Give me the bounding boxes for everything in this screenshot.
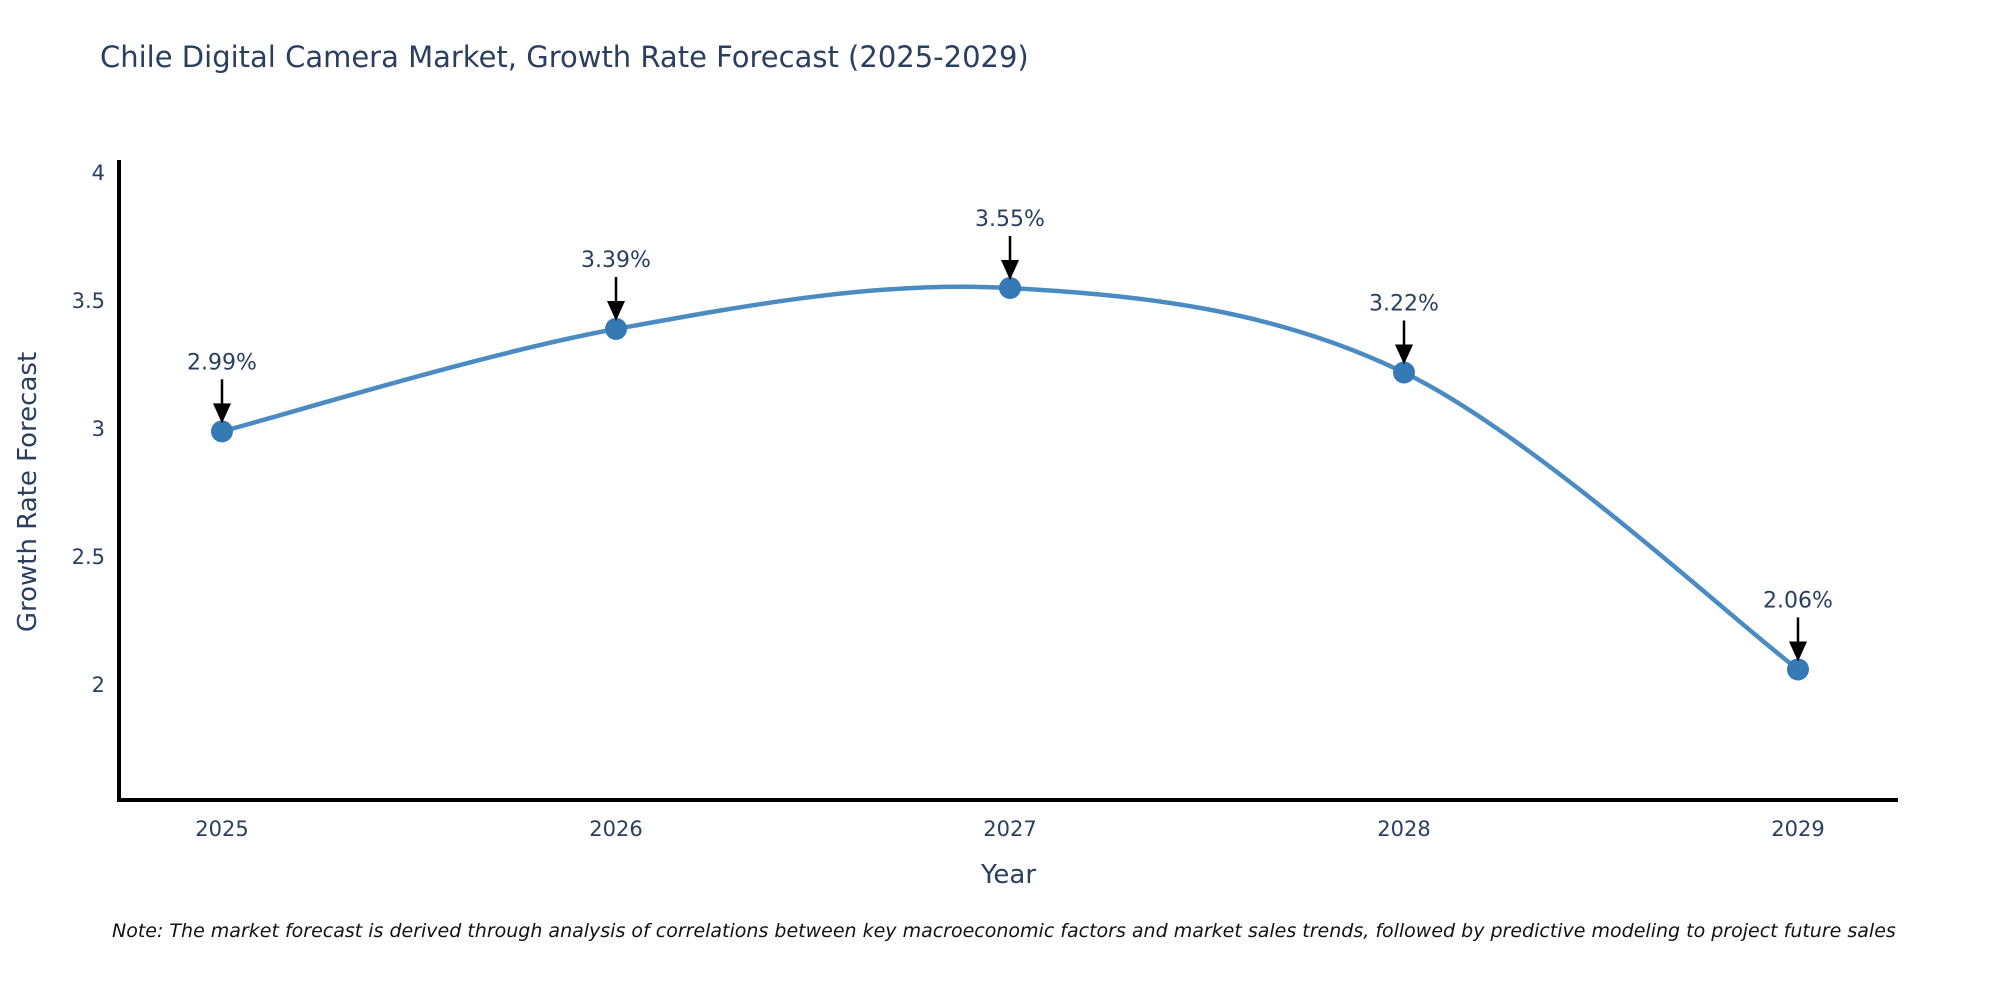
data-point-label: 3.39% xyxy=(581,248,651,273)
data-point-marker xyxy=(1393,361,1415,384)
y-tick-label: 3.5 xyxy=(72,289,105,313)
y-tick-label: 4 xyxy=(92,161,105,185)
y-tick-label: 2.5 xyxy=(72,545,105,569)
y-tick-label: 2 xyxy=(92,673,105,697)
data-point-marker xyxy=(211,420,233,443)
x-tick-label: 2028 xyxy=(1377,817,1430,841)
annotation-arrowhead-icon xyxy=(607,300,625,321)
data-point-label: 3.22% xyxy=(1369,291,1439,316)
chart-footnote: Note: The market forecast is derived thr… xyxy=(112,920,1896,942)
data-point-label: 2.99% xyxy=(187,350,257,375)
data-point-marker xyxy=(999,277,1021,299)
annotation-arrowhead-icon xyxy=(1395,344,1413,365)
data-point-label: 2.06% xyxy=(1763,588,1833,613)
x-tick-label: 2026 xyxy=(589,817,642,841)
x-axis-title: Year xyxy=(980,860,1037,890)
x-tick-label: 2029 xyxy=(1771,817,1824,841)
growth-rate-line xyxy=(219,284,1801,672)
annotation-arrowhead-icon xyxy=(1001,260,1019,280)
chart-title: Chile Digital Camera Market, Growth Rate… xyxy=(100,40,1029,74)
data-point-marker xyxy=(605,317,627,340)
y-tick-label: 3 xyxy=(92,417,105,441)
x-tick-label: 2025 xyxy=(195,817,248,841)
annotation-arrowhead-icon xyxy=(213,403,231,424)
annotation-arrowhead-icon xyxy=(1789,641,1807,662)
y-axis-title: Growth Rate Forecast xyxy=(13,351,43,633)
data-point-label: 3.55% xyxy=(975,207,1045,232)
x-tick-label: 2027 xyxy=(983,817,1036,841)
data-point-marker xyxy=(1787,658,1809,681)
